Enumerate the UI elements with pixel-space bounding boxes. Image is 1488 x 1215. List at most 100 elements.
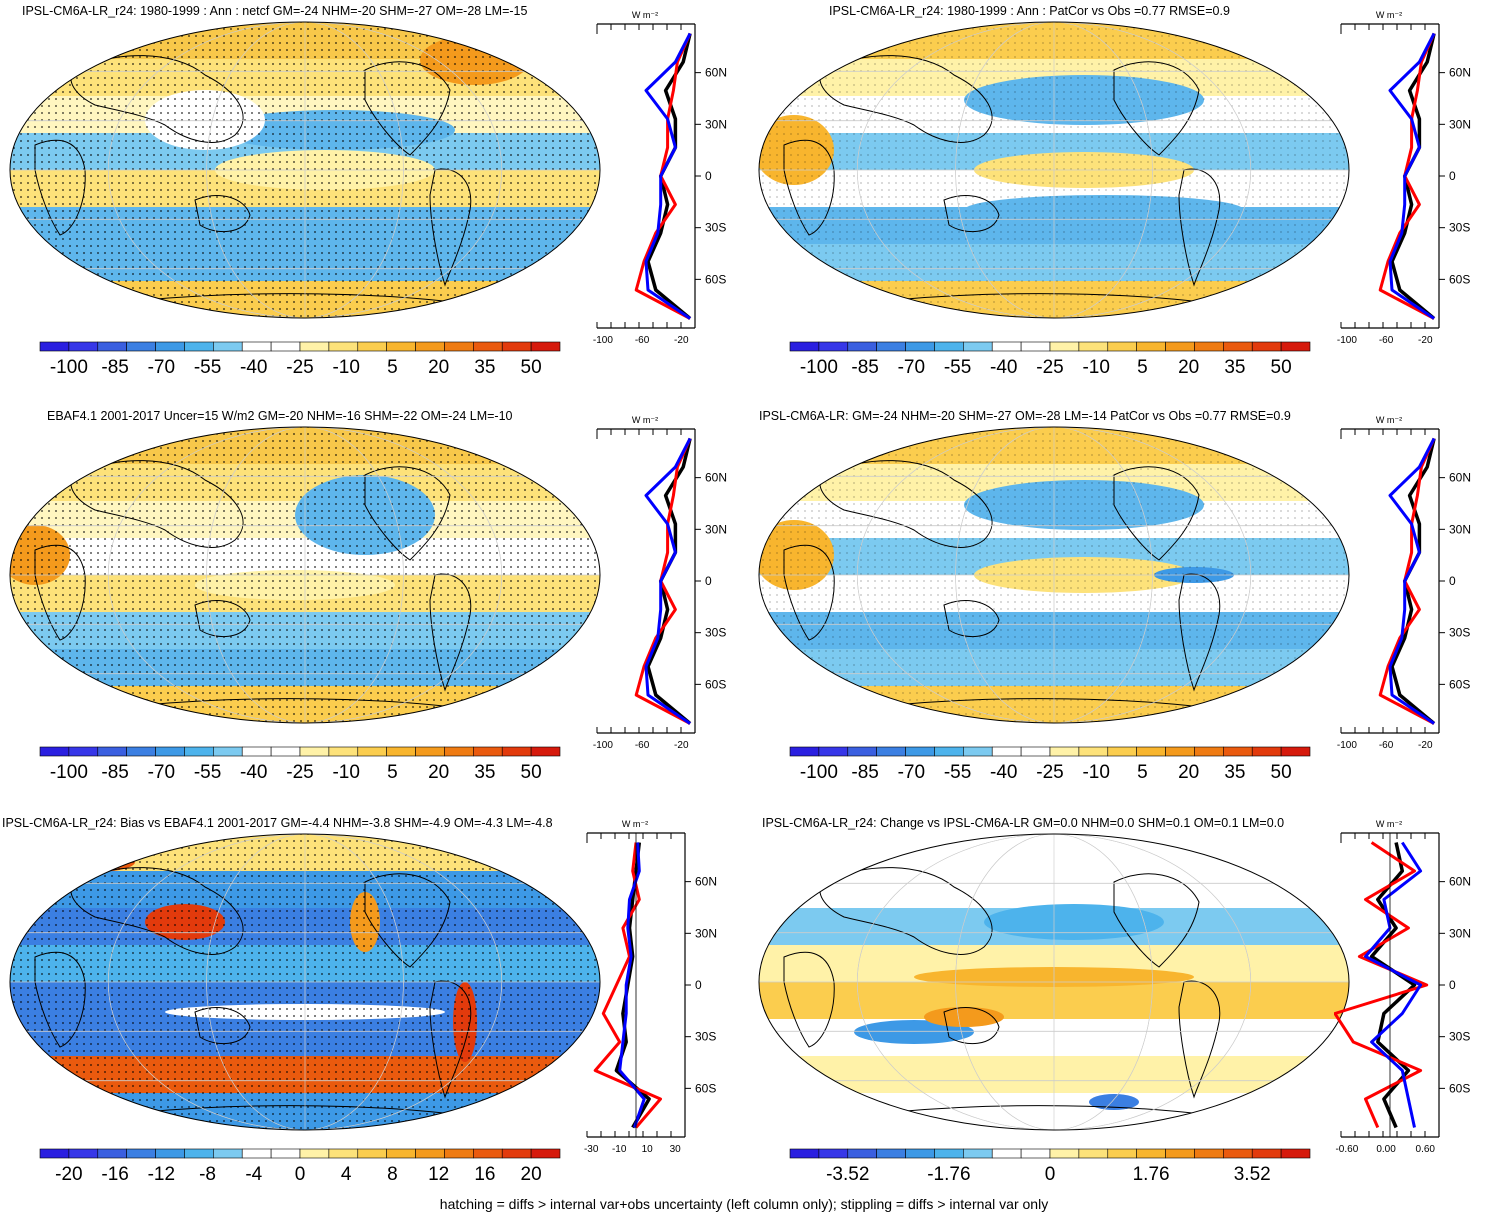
zonal-tick-label: 0.00 xyxy=(1376,1144,1396,1155)
colorbar-swatch xyxy=(270,1148,301,1159)
colorbar-label: 50 xyxy=(1271,357,1292,378)
colorbar-swatch xyxy=(39,1148,70,1159)
map xyxy=(758,426,1350,724)
colorbar-label: 50 xyxy=(521,762,542,783)
colorbar-swatch xyxy=(789,1148,820,1159)
map-border xyxy=(9,426,601,724)
colorbar-swatch xyxy=(39,341,70,352)
zonal-lat-label: 0 xyxy=(1449,978,1456,992)
colorbar-swatch xyxy=(1280,341,1311,352)
colorbar-label: -85 xyxy=(101,762,128,783)
colorbar-swatch xyxy=(299,1148,330,1159)
map-field xyxy=(759,834,1349,1130)
zonal-lat-label: 30N xyxy=(705,117,727,131)
colorbar-label: 50 xyxy=(521,357,542,378)
zonal-lat-label: 30N xyxy=(1449,522,1471,536)
zonal-mean-line xyxy=(646,438,692,725)
zonal-tick-label: 10 xyxy=(642,1144,654,1155)
footnote: hatching = diffs > internal var+obs unce… xyxy=(439,1196,1049,1212)
zonal-lat-label: 60N xyxy=(705,66,727,80)
field-anomaly xyxy=(1089,1094,1139,1110)
colorbar-label: -85 xyxy=(851,357,878,378)
zonal-tick-label: -20 xyxy=(674,740,689,751)
colorbar-swatch xyxy=(876,746,906,757)
colorbar-label: -40 xyxy=(240,357,267,378)
colorbar-swatch xyxy=(241,341,272,352)
colorbar-swatch xyxy=(1194,746,1224,757)
map-field xyxy=(10,427,600,723)
colorbar-swatch xyxy=(1280,746,1311,757)
colorbar-swatch xyxy=(299,746,330,757)
graticule-meridian xyxy=(856,22,1252,318)
colorbar-swatch xyxy=(876,341,906,352)
colorbar-label: 8 xyxy=(387,1164,398,1185)
zonal-tick-label: -100 xyxy=(1337,740,1357,751)
zonal-tick-label: -60 xyxy=(1379,335,1394,346)
colorbar-swatch xyxy=(530,1148,561,1159)
colorbar-label: -70 xyxy=(898,357,925,378)
colorbar-label: -40 xyxy=(990,357,1017,378)
colorbar-swatch xyxy=(1251,1148,1282,1159)
map xyxy=(9,21,601,319)
colorbar-swatch xyxy=(963,1148,993,1159)
colorbar-label: -25 xyxy=(1036,357,1063,378)
colorbar-label: -10 xyxy=(1082,762,1109,783)
map-border xyxy=(9,21,601,319)
colorbar-swatch xyxy=(473,1148,503,1159)
zonal-tick-label: -60 xyxy=(635,335,650,346)
colorbar-swatch xyxy=(97,746,127,757)
colorbar-swatch xyxy=(1049,746,1080,757)
graticule-meridian xyxy=(107,834,503,1130)
colorbar-label: -25 xyxy=(286,762,313,783)
zonal-tick-label: 0.60 xyxy=(1416,1144,1436,1155)
zonal-unit-label: W m⁻² xyxy=(1376,819,1402,829)
colorbar-swatch xyxy=(876,1148,906,1159)
colorbar-label: -85 xyxy=(101,357,128,378)
zonal-lat-label: 60N xyxy=(1449,471,1471,485)
colorbar-swatch xyxy=(386,341,416,352)
zonal-lat-label: 60S xyxy=(1449,677,1470,691)
colorbar-label: 0 xyxy=(1045,1164,1056,1185)
zonal-mean-line xyxy=(1388,32,1436,320)
graticule-meridian xyxy=(955,427,1153,723)
zonal-lat-label: 30S xyxy=(1449,221,1470,235)
colorbar-swatch xyxy=(328,341,359,352)
colorbar-swatch xyxy=(328,1148,359,1159)
map xyxy=(758,21,1350,319)
colorbar-swatch xyxy=(126,1148,156,1159)
colorbar-label: -40 xyxy=(240,762,267,783)
graticule-meridian xyxy=(955,834,1153,1130)
colorbar-swatch xyxy=(501,746,532,757)
graticule-meridian xyxy=(856,427,1252,723)
zonal-mean-plot: W m⁻² 60N 30N 0 30S 60S -100 -60 -20 xyxy=(593,10,727,346)
colorbar-label: 5 xyxy=(1137,357,1148,378)
zonal-tick-label: -10 xyxy=(612,1144,627,1155)
map-field xyxy=(10,834,600,1130)
zonal-tick-label: -100 xyxy=(1337,335,1357,346)
colorbar-label: 20 xyxy=(428,357,449,378)
panel-title: IPSL-CM6A-LR_r24: 1980-1999 : Ann : PatC… xyxy=(829,4,1230,18)
colorbar-swatch xyxy=(934,341,964,352)
colorbar-swatch xyxy=(905,746,935,757)
coastline xyxy=(1113,873,1200,968)
colorbar-swatch xyxy=(299,341,330,352)
colorbar-label: -25 xyxy=(1036,762,1063,783)
colorbar-swatch xyxy=(934,746,964,757)
colorbar: -100 -85 -70 -55 -40 -25 -10 5 20 35 50 xyxy=(39,746,561,783)
zonal-lat-label: 60S xyxy=(705,677,726,691)
panel-title: IPSL-CM6A-LR_r24: Change vs IPSL-CM6A-LR… xyxy=(762,816,1285,830)
colorbar-swatch xyxy=(530,746,561,757)
colorbar: -20 -16 -12 -8 -4 0 4 8 12 16 20 xyxy=(39,1148,561,1185)
colorbar-swatch xyxy=(1165,341,1195,352)
zonal-mean-line xyxy=(593,842,662,1129)
colorbar-swatch xyxy=(415,746,445,757)
zonal-lat-label: 30S xyxy=(705,626,726,640)
panel-6: IPSL-CM6A-LR_r24: Change vs IPSL-CM6A-LR… xyxy=(744,812,1488,1192)
map-border xyxy=(758,833,1350,1131)
zonal-mean-plot: W m⁻² 60N 30N 0 30S 60S -30 -10 10 30 xyxy=(584,819,717,1155)
zonal-lat-label: 30S xyxy=(1449,626,1470,640)
colorbar-swatch xyxy=(241,746,272,757)
map-field xyxy=(759,427,1349,723)
colorbar-swatch xyxy=(1020,746,1051,757)
panel-1: IPSL-CM6A-LR_r24: 1980-1999 : Ann : netc… xyxy=(0,0,744,395)
